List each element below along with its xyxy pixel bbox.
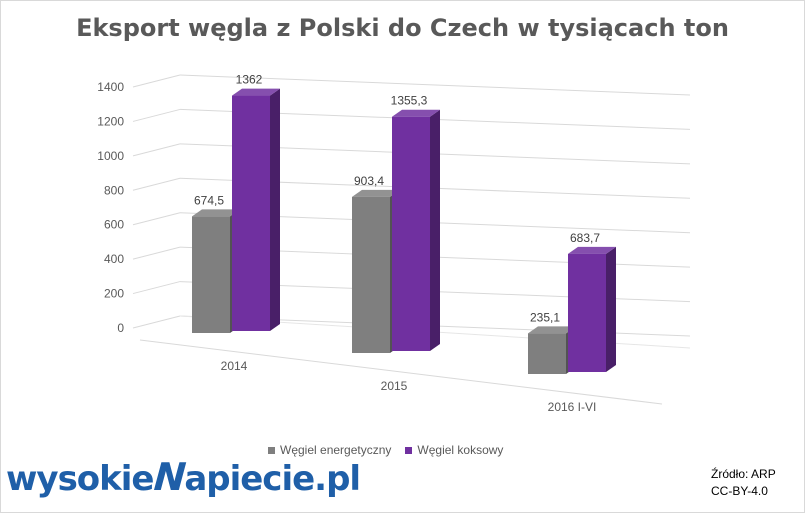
bar bbox=[232, 95, 270, 331]
gridline-left bbox=[132, 281, 181, 295]
legend-label-koksowy: Węgiel koksowy bbox=[417, 443, 504, 457]
x-tick-label: 2014 bbox=[221, 359, 248, 373]
brand-logo: wysokieNapiecie.pl bbox=[6, 455, 361, 499]
x-tick-label: 2015 bbox=[381, 379, 408, 393]
bar bbox=[528, 333, 566, 374]
bar-top bbox=[568, 246, 616, 254]
source-line: Źródło: ARP bbox=[711, 467, 776, 481]
bar-side bbox=[606, 246, 616, 372]
y-tick-label: 200 bbox=[104, 287, 124, 301]
data-label: 1362 bbox=[236, 73, 263, 87]
data-label: 903,4 bbox=[354, 174, 384, 188]
data-label: 683,7 bbox=[570, 231, 600, 245]
x-tick-label: 2016 I-VI bbox=[548, 400, 597, 414]
legend-swatch-koksowy bbox=[405, 446, 413, 454]
gridline-left bbox=[132, 177, 181, 191]
source-note: Źródło: ARP CC-BY-4.0 bbox=[711, 466, 776, 500]
gridline bbox=[179, 74, 691, 96]
license-line: CC-BY-4.0 bbox=[711, 484, 768, 498]
bar bbox=[568, 253, 606, 372]
chart-title: Eksport węgla z Polski do Czech w tysiąc… bbox=[76, 14, 729, 42]
chart-plot: 0 200 400 600 800 1000 1200 1400 674,5 1362 2014 90… bbox=[97, 73, 691, 414]
bar-top bbox=[192, 209, 240, 217]
bar-side bbox=[430, 109, 440, 351]
y-tick-label: 1200 bbox=[97, 114, 124, 128]
bar-top bbox=[352, 189, 400, 197]
bar-top bbox=[528, 326, 576, 334]
gridline-left bbox=[132, 74, 181, 88]
gridline-left bbox=[132, 246, 181, 260]
legend-swatch-energetyczny bbox=[268, 446, 275, 454]
gridline-left bbox=[132, 108, 181, 122]
bar bbox=[352, 196, 390, 353]
bar bbox=[392, 116, 430, 351]
data-label: 1355,3 bbox=[391, 94, 428, 108]
bar bbox=[192, 216, 230, 333]
legend-label-energetyczny: Węgiel energetyczny bbox=[280, 443, 392, 457]
logo-text-2: apiecie.pl bbox=[184, 459, 361, 499]
y-tick-label: 400 bbox=[104, 252, 124, 266]
chart-legend: Węgiel energetyczny Węgiel koksowy bbox=[268, 440, 517, 460]
legend-item-koksowy: Węgiel koksowy bbox=[405, 443, 503, 457]
bar-top bbox=[392, 109, 440, 117]
data-label: 235,1 bbox=[530, 310, 560, 324]
gridline-left bbox=[132, 143, 181, 157]
y-tick-label: 600 bbox=[104, 218, 124, 232]
bar-side bbox=[270, 88, 280, 331]
gridline-left bbox=[132, 212, 181, 226]
y-tick-label: 1400 bbox=[97, 80, 124, 94]
y-tick-label: 1000 bbox=[97, 149, 124, 163]
floor-edge bbox=[139, 339, 663, 405]
y-tick-label: 800 bbox=[104, 183, 124, 197]
logo-text-1: wysokie bbox=[6, 459, 154, 499]
y-tick-label: 0 bbox=[117, 321, 124, 335]
data-label: 674,5 bbox=[194, 193, 224, 207]
bar-top bbox=[232, 88, 280, 96]
legend-item-energetyczny: Węgiel energetyczny bbox=[268, 443, 391, 457]
gridline-left bbox=[132, 315, 181, 329]
